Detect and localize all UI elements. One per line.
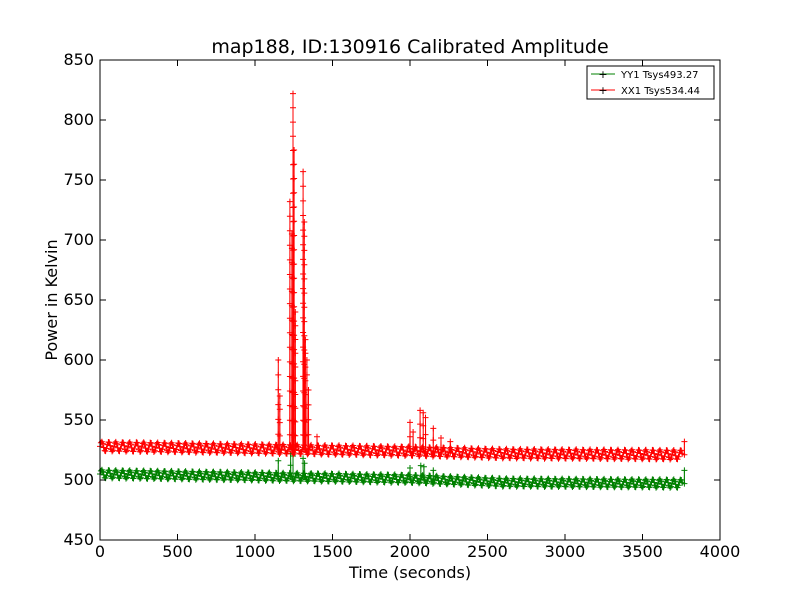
y-tick-label: 500 — [63, 470, 94, 489]
x-tick-label: 3500 — [622, 542, 663, 561]
series-line — [99, 93, 685, 463]
x-tick-label: 3000 — [545, 542, 586, 561]
spike-point — [681, 438, 688, 458]
spike-point — [447, 438, 454, 456]
x-tick-label: 1000 — [235, 542, 276, 561]
spike-point — [430, 425, 437, 455]
spike-point — [407, 465, 413, 482]
legend-marker-yy1: + — [598, 68, 607, 81]
spike-point — [301, 460, 308, 481]
spike-point — [276, 393, 283, 453]
legend-marker-xx1: + — [598, 84, 607, 97]
legend: + YY1 Tsys493.27 + XX1 Tsys534.44 — [586, 65, 715, 100]
x-tick-label: 1500 — [312, 542, 353, 561]
x-axis-label: Time (seconds) — [348, 563, 471, 582]
spike-point — [422, 414, 429, 455]
spike-point — [292, 309, 299, 453]
spike-point — [314, 433, 320, 453]
spike-point — [417, 462, 424, 483]
y-tick-label: 700 — [63, 230, 94, 249]
spike-point — [430, 467, 437, 483]
spike-point — [417, 407, 424, 455]
y-tick-label: 750 — [63, 170, 94, 189]
spike-point — [275, 457, 282, 480]
y-axis: 450 500 550 600 650 700 750 800 850 — [63, 50, 720, 549]
legend-entry-yy1: + YY1 Tsys493.27 — [591, 68, 699, 81]
x-axis: 0 500 1000 1500 2000 2500 3000 3500 4000 — [95, 60, 740, 561]
x-tick-label: 4000 — [700, 542, 741, 561]
y-tick-label: 650 — [63, 290, 94, 309]
y-tick-label: 550 — [63, 410, 94, 429]
y-tick-label: 450 — [63, 530, 94, 549]
x-tick-label: 0 — [95, 542, 105, 561]
legend-label-xx1: XX1 Tsys534.44 — [621, 86, 700, 97]
spike-point — [681, 467, 688, 487]
series-markers — [97, 466, 686, 491]
spike-point — [407, 419, 413, 455]
series-xx1 — [97, 90, 688, 463]
x-tick-label: 2000 — [390, 542, 431, 561]
spike-point — [438, 435, 444, 455]
y-tick-label: 600 — [63, 350, 94, 369]
spike-point — [420, 463, 427, 483]
legend-entry-xx1: + XX1 Tsys534.44 — [591, 84, 700, 97]
x-tick-label: 500 — [162, 542, 193, 561]
y-tick-label: 800 — [63, 110, 94, 129]
y-tick-label: 850 — [63, 50, 94, 69]
series-markers — [97, 438, 686, 463]
x-tick-label: 2500 — [467, 542, 508, 561]
legend-label-yy1: YY1 Tsys493.27 — [620, 70, 699, 81]
legend-box — [586, 65, 715, 100]
plot-area — [97, 90, 688, 491]
spike-point — [290, 453, 296, 480]
spike-point — [305, 387, 312, 453]
chart-title: map188, ID:130916 Calibrated Amplitude — [211, 36, 608, 58]
spike-point — [410, 429, 417, 455]
y-axis-label: Power in Kelvin — [42, 239, 61, 360]
